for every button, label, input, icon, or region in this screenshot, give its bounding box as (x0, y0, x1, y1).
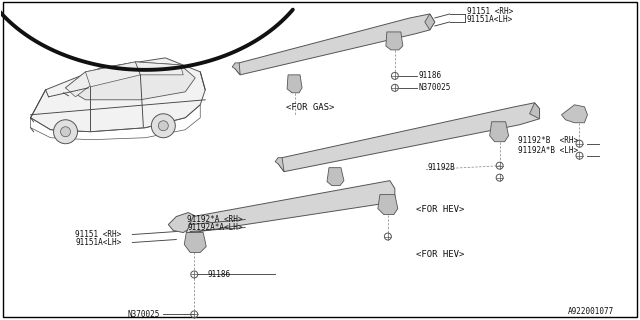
Polygon shape (378, 195, 398, 215)
Polygon shape (529, 103, 540, 119)
Polygon shape (65, 72, 95, 97)
Polygon shape (490, 122, 509, 142)
Circle shape (158, 121, 168, 131)
Polygon shape (31, 58, 205, 132)
Circle shape (151, 114, 175, 138)
Text: 91192A*A<LH>: 91192A*A<LH> (188, 223, 243, 232)
Polygon shape (86, 62, 140, 87)
Polygon shape (184, 233, 206, 252)
Text: A922001077: A922001077 (568, 307, 614, 316)
Circle shape (61, 127, 70, 137)
Polygon shape (136, 62, 183, 75)
Polygon shape (275, 158, 284, 172)
Text: 91151A<LH>: 91151A<LH> (467, 15, 513, 24)
Polygon shape (386, 32, 403, 50)
Text: 91186: 91186 (419, 71, 442, 80)
Polygon shape (168, 212, 196, 233)
Text: 91192B: 91192B (428, 163, 456, 172)
Text: 91151 <RH>: 91151 <RH> (76, 230, 122, 239)
Polygon shape (232, 63, 240, 75)
Text: <FOR GAS>: <FOR GAS> (286, 103, 334, 112)
Text: <FOR HEV>: <FOR HEV> (415, 250, 464, 259)
Text: 91186: 91186 (207, 270, 230, 279)
Text: <FOR HEV>: <FOR HEV> (415, 205, 464, 214)
Text: N370025: N370025 (128, 310, 161, 319)
Text: 91192A*B <LH>: 91192A*B <LH> (518, 146, 578, 155)
Text: 91151A<LH>: 91151A<LH> (76, 238, 122, 247)
Polygon shape (327, 168, 344, 186)
Text: 91151 <RH>: 91151 <RH> (467, 7, 513, 16)
Text: N370025: N370025 (419, 83, 451, 92)
Polygon shape (186, 180, 395, 233)
Polygon shape (278, 103, 540, 172)
Polygon shape (425, 14, 435, 30)
Polygon shape (235, 14, 435, 75)
Polygon shape (287, 75, 302, 93)
Circle shape (54, 120, 77, 144)
Text: 91192*B  <RH>: 91192*B <RH> (518, 136, 578, 145)
Polygon shape (561, 105, 588, 123)
Text: 91192*A <RH>: 91192*A <RH> (188, 215, 243, 224)
Polygon shape (65, 62, 195, 100)
